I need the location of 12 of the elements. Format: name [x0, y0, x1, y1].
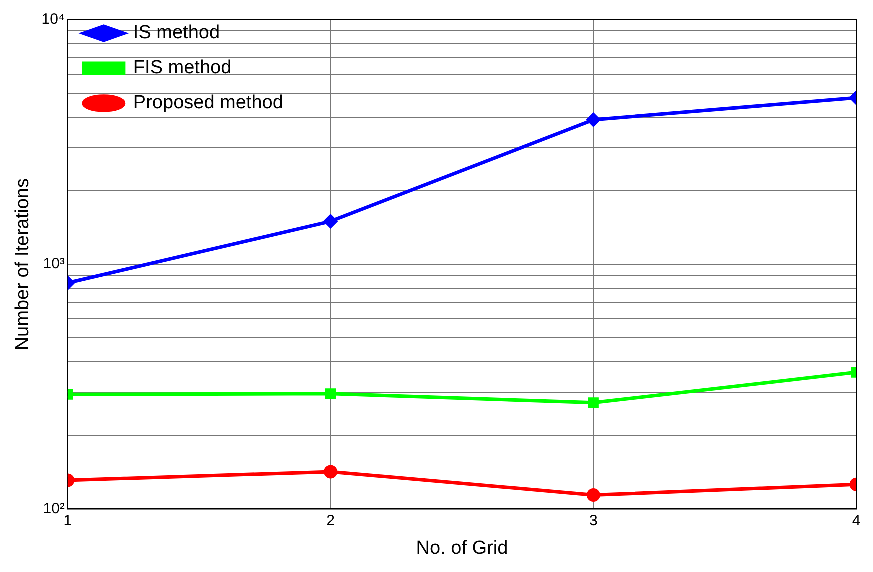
- x-axis-title: No. of Grid: [416, 538, 508, 559]
- legend-label: FIS method: [133, 58, 232, 79]
- x-tick-label: 1: [64, 512, 72, 530]
- y-tick-label: 10²: [43, 500, 65, 518]
- x-tick-label: 3: [589, 512, 598, 530]
- y-tick-label: 10⁴: [42, 11, 65, 28]
- x-tick-label: 2: [326, 512, 335, 530]
- y-axis-title: Number of Iterations: [12, 178, 34, 351]
- legend-label: IS method: [133, 22, 220, 44]
- y-tick-label: 10³: [43, 256, 65, 273]
- legend-label: Proposed method: [133, 92, 284, 114]
- x-tick-label: 4: [852, 512, 861, 530]
